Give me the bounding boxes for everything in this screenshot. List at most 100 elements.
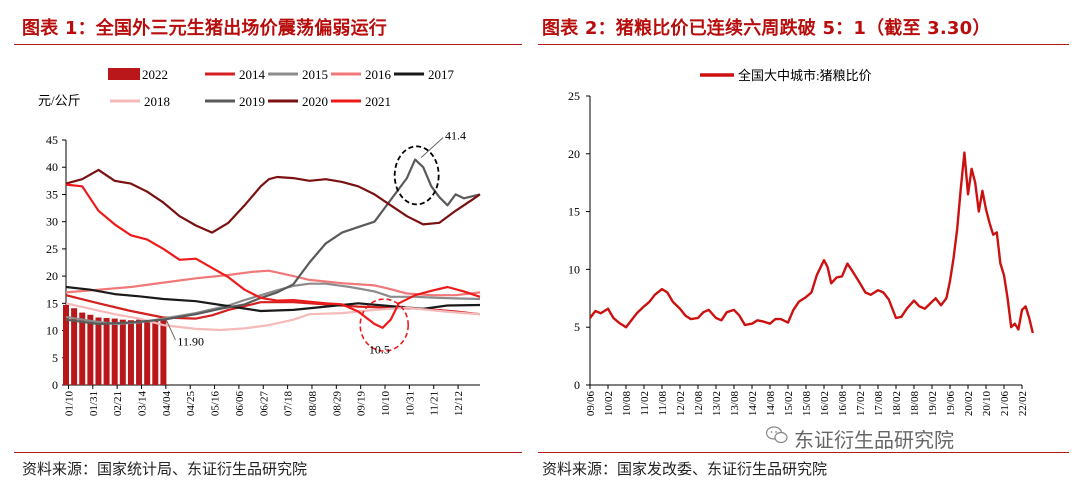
annotation-label: 41.4 — [445, 129, 466, 143]
bar-2022 — [127, 320, 134, 385]
x-tick-label: 20/02 — [963, 391, 975, 416]
bar-2022 — [136, 319, 143, 385]
chart-2-source: 资料来源：国家发改委、东证衍生品研究院 — [542, 460, 828, 478]
x-tick-label: 12/12 — [453, 391, 465, 416]
y-tick-label: 25 — [568, 89, 580, 103]
annotation-leader — [165, 320, 176, 341]
series-line-2019 — [65, 158, 481, 326]
legend-label: 2017 — [428, 67, 455, 82]
x-tick-label: 11/02 — [639, 391, 651, 416]
x-tick-label: 19/02 — [927, 391, 939, 416]
legend-label: 2020 — [302, 94, 328, 109]
series-line-2021 — [65, 183, 481, 329]
annotation-label: 10.5 — [369, 342, 390, 356]
x-tick-label: 10/10 — [380, 391, 392, 417]
y-tick-label: 20 — [46, 269, 58, 283]
wechat-logo-icon — [766, 426, 788, 444]
highlight-ellipse-2021 — [359, 298, 410, 352]
x-tick-label: 13/08 — [729, 391, 741, 417]
bar-2022 — [103, 318, 110, 385]
x-tick-label: 08/29 — [331, 391, 343, 417]
legend-label: 2015 — [302, 67, 328, 82]
y-tick-label: 40 — [46, 160, 58, 174]
x-tick-label: 19/06 — [945, 391, 957, 417]
x-tick-label: 06/27 — [258, 391, 270, 417]
series-line-hog-grain-ratio — [589, 151, 1034, 334]
x-tick-label: 01/10 — [63, 391, 75, 417]
x-tick-label: 10/02 — [603, 391, 615, 416]
legend-label: 2021 — [365, 94, 391, 109]
chart-panel-1: 图表 1：全国外三元生猪出场价震荡偏弱运行 0 5 10 15 20 25 30 35 40 45… — [0, 0, 528, 490]
legend-label: 2019 — [239, 94, 265, 109]
chart-1-source: 资料来源：国家统计局、东证衍生品研究院 — [22, 460, 308, 478]
bar-2022 — [87, 314, 94, 385]
bar-2022 — [119, 319, 126, 385]
x-tick-label: 21/06 — [999, 391, 1011, 417]
bar-2022 — [111, 318, 118, 385]
x-tick-label: 11/08 — [657, 391, 669, 416]
y-tick-label: 10 — [46, 324, 58, 338]
legend-label: 2014 — [239, 67, 266, 82]
x-tick-label: 12/02 — [675, 391, 687, 416]
x-tick-label: 03/14 — [136, 391, 148, 417]
x-tick-label: 04/04 — [161, 391, 173, 417]
x-tick-label: 16/08 — [837, 391, 849, 417]
x-tick-label: 18/08 — [909, 391, 921, 417]
highlight-ellipse-2019 — [393, 145, 440, 206]
y-unit-label: 元/公斤 — [38, 93, 81, 108]
x-tick-label: 14/08 — [765, 391, 777, 417]
y-tick-label: 10 — [568, 262, 580, 276]
legend-label: 2018 — [144, 94, 170, 109]
bar-2022 — [152, 320, 159, 385]
legend-label: 全国大中城市:猪粮比价 — [738, 68, 872, 83]
x-tick-label: 01/31 — [88, 391, 100, 416]
series-line-2016 — [65, 269, 481, 297]
x-tick-label: 17/02 — [855, 391, 867, 416]
series-line-2020 — [65, 168, 481, 234]
x-tick-label: 13/02 — [711, 391, 723, 416]
series-line-2015 — [65, 282, 481, 326]
annotation-leader — [420, 137, 444, 158]
chart-1-title: 图表 1：全国外三元生猪出场价震荡偏弱运行 — [22, 18, 387, 39]
x-tick-label: 22/02 — [1017, 391, 1029, 416]
x-tick-label: 09/19 — [356, 391, 368, 417]
series-line-2018 — [65, 302, 481, 332]
x-tick-label: 17/08 — [873, 391, 885, 417]
y-tick-label: 35 — [46, 187, 58, 201]
y-tick-label: 15 — [46, 296, 58, 310]
x-tick-label: 20/10 — [981, 391, 993, 417]
chart-1-svg: 0 5 10 15 20 25 30 35 40 45 元/公斤 01/10 01/31 02/21 03/… — [38, 67, 481, 417]
x-tick-label: 18/02 — [891, 391, 903, 416]
x-tick-label: 16/02 — [819, 391, 831, 416]
annotation-label: 11.90 — [177, 334, 204, 348]
title-divider — [14, 44, 522, 45]
y-tick-label: 5 — [52, 351, 58, 365]
bar-2022 — [160, 320, 167, 385]
bar-2022 — [95, 317, 102, 385]
x-tick-label: 07/18 — [283, 391, 295, 417]
chart-2-svg: 0 5 10 15 20 25 09/06 10/02 10/08 11/02 11/08 12/02… — [568, 68, 1034, 417]
bar-2022 — [63, 304, 69, 385]
y-tick-label: 30 — [46, 215, 58, 229]
x-tick-label: 15/08 — [801, 391, 813, 417]
x-tick-label: 15/02 — [783, 391, 795, 416]
x-tick-label: 04/25 — [185, 391, 197, 417]
x-tick-label: 10/08 — [621, 391, 633, 417]
y-tick-label: 0 — [574, 378, 580, 392]
legend-label: 2016 — [365, 67, 392, 82]
source-divider — [538, 452, 1069, 453]
y-tick-label: 20 — [568, 147, 580, 161]
x-tick-label: 09/06 — [585, 391, 597, 417]
legend-label: 2022 — [142, 67, 168, 82]
series-line-2014 — [65, 294, 481, 320]
y-tick-label: 25 — [46, 242, 58, 256]
chart-2-title: 图表 2：猪粮比价已连续六周跌破 5：1（截至 3.30） — [542, 18, 991, 39]
bar-2022 — [144, 320, 151, 385]
y-tick-label: 15 — [568, 205, 580, 219]
y-tick-label: 0 — [52, 378, 58, 392]
chart-panel-2: 图表 2：猪粮比价已连续六周跌破 5：1（截至 3.30） 0 5 10 15 20 25… — [538, 0, 1075, 490]
y-tick-label: 5 — [574, 320, 580, 334]
y-tick-label: 45 — [46, 133, 58, 147]
x-tick-label: 14/02 — [747, 391, 759, 416]
source-divider — [14, 452, 522, 453]
